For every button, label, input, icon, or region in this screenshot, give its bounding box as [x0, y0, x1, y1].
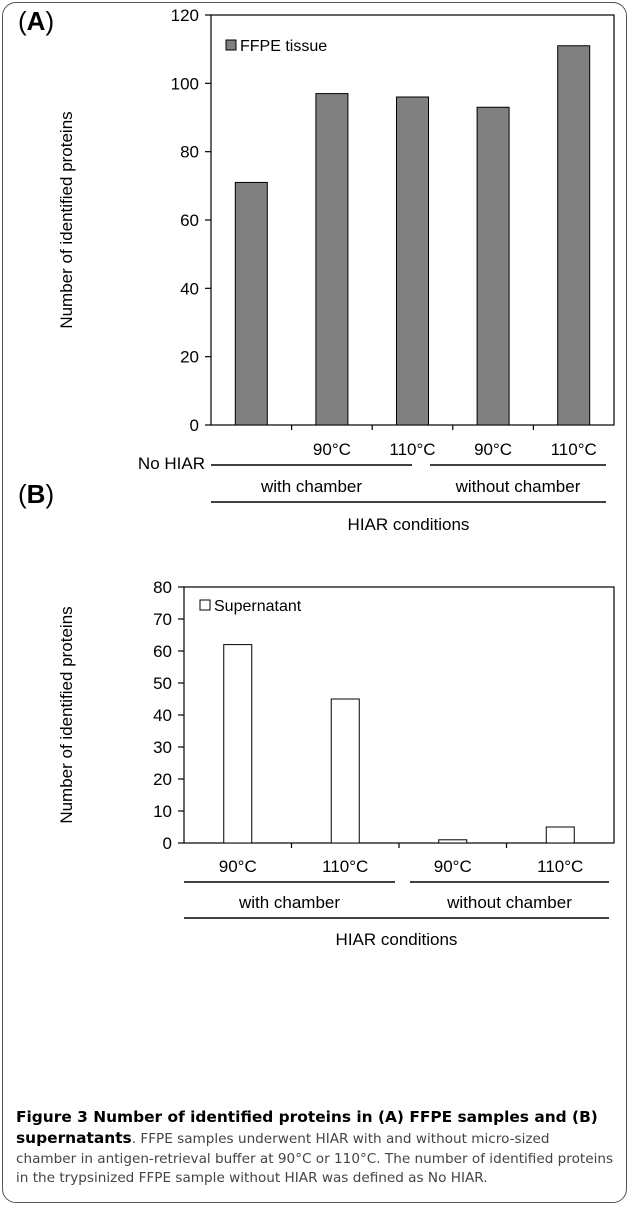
chart-b-x-tick-label: 90°C [219, 857, 257, 876]
chart-b-y-axis-label: Number of identified proteins [57, 606, 76, 823]
chart-b-group-label: with chamber [238, 893, 340, 912]
chart-a-legend-label: FFPE tissue [240, 38, 327, 55]
chart-a-y-tick-label: 120 [171, 6, 199, 25]
chart-b-y-tick-label: 20 [153, 770, 172, 789]
chart-a-y-axis-label: Number of identified proteins [57, 111, 76, 328]
chart-b-group-title: HIAR conditions [336, 930, 458, 949]
chart-a-legend-swatch [225, 39, 237, 51]
chart-b-x-tick-label: 110°C [537, 857, 583, 876]
chart-a-x-tick-label: 90°C [313, 440, 351, 459]
chart-b-y-tick-label: 30 [153, 738, 172, 757]
chart-a-bar [234, 181, 268, 426]
chart-b-y-tick-label: 0 [163, 834, 172, 853]
chart-b-legend-swatch [199, 599, 211, 611]
chart-b-y-tick-label: 80 [153, 578, 172, 597]
chart-a-bar [396, 96, 429, 426]
chart-a-x-tick-label: No HIAR [138, 454, 205, 473]
chart-a-bar [557, 45, 591, 426]
chart-a-y-tick-label: 80 [180, 143, 199, 162]
chart-b-bar [223, 644, 253, 844]
chart-a-x-tick-label: 110°C [551, 440, 597, 459]
chart-b-y-tick-label: 50 [153, 674, 172, 693]
chart-a-y-tick-label: 40 [180, 279, 199, 298]
chart-a-y-tick-label: 60 [180, 211, 199, 230]
chart-b-y-tick-label: 60 [153, 642, 172, 661]
panel-label-b: (B) [18, 479, 55, 509]
chart-b-x-tick-label: 110°C [322, 857, 368, 876]
figure-caption: Figure 3 Number of identified proteins i… [16, 1108, 614, 1189]
chart-a-y-tick-label: 100 [171, 74, 199, 93]
chart-b-x-tick-label: 90°C [434, 857, 472, 876]
caption-body: . FFPE samples underwent HIAR with and w… [16, 1130, 614, 1187]
chart-a-bar [476, 106, 510, 426]
chart-a-group-label: without chamber [455, 477, 581, 496]
chart-b-y-tick-label: 40 [153, 706, 172, 725]
chart-a-y-tick-label: 0 [190, 416, 199, 435]
chart-b-legend-label: Supernatant [214, 598, 302, 615]
chart-a-bar [315, 93, 349, 426]
chart-b-bar [438, 839, 468, 844]
chart-a-x-tick-label: 110°C [389, 440, 435, 459]
chart-a-group-title: HIAR conditions [348, 515, 470, 534]
chart-b-bar [330, 698, 360, 844]
chart-b-y-tick-label: 70 [153, 610, 172, 629]
chart-b-bar [545, 826, 575, 844]
chart-a-x-tick-label: 90°C [474, 440, 512, 459]
chart-a-y-tick-label: 20 [180, 348, 199, 367]
chart-a-group-label: with chamber [260, 477, 362, 496]
caption-title: Figure 3 Number of identified proteins i… [16, 1108, 598, 1147]
chart-b-group-label: without chamber [446, 893, 572, 912]
chart-b-y-tick-label: 10 [153, 802, 172, 821]
panel-label-a: (A) [18, 6, 55, 36]
